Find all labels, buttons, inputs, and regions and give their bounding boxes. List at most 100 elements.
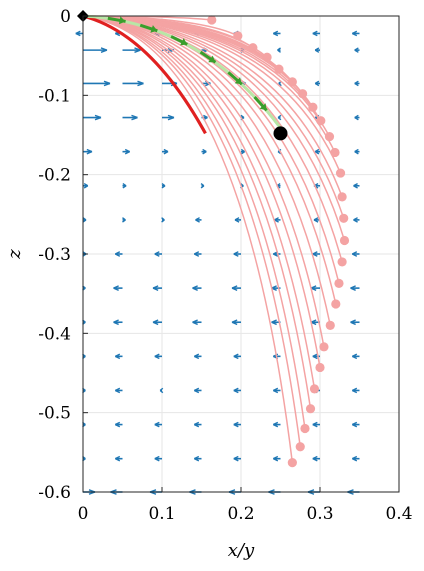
quiver-arrow-head [114,353,121,360]
quiver-arrow-head [114,455,121,462]
quiver-arrow-head [154,421,160,428]
quiver-arrow-head [137,80,144,87]
quiver-arrow-head [312,353,318,360]
quiver-arrow-head [152,319,159,326]
quiver-arrow-head [233,251,239,257]
quiver-arrow-head [314,80,320,87]
y-tick-label: -0.1 [38,86,71,106]
trajectory-endpoint [300,423,310,434]
trajectory-endpoint [315,362,325,373]
quiver-arrow-head [351,421,358,428]
trajectory-endpoint [319,342,329,352]
trajectory-endpoint [337,257,347,267]
quiver-arrow-head [351,387,358,394]
quiver-arrow-head [114,387,121,394]
quiver-arrow-head [312,455,318,462]
quiver-arrow-head [154,455,160,462]
quiver-arrow-head [354,148,359,155]
quiver-arrow-head [154,251,160,257]
y-tick-label: -0.2 [38,166,71,186]
quiver-arrow-head [152,285,159,291]
quiver-arrow-head [277,114,282,121]
quiver-arrow-head [167,114,175,121]
quiver-arrow-head [351,455,358,462]
quiver-arrow-head [351,353,358,360]
quiver-arrow-head [193,353,200,360]
quiver-arrow-head [277,47,281,53]
y-tick-label: 0 [60,7,71,27]
quiver-arrow-head [122,182,127,189]
quiver-arrow-head [272,387,279,394]
x-tick-label: 0.3 [306,504,333,524]
quiver-arrow-head [131,114,138,121]
quiver-arrow-head [159,387,164,394]
y-tick-label: -0.5 [38,404,71,424]
trajectory-endpoint [309,384,320,394]
quiver-arrow-head [233,387,239,394]
quiver-arrow-head [274,217,279,223]
quiver-arrow-head [312,421,318,428]
trajectory-family [82,15,350,468]
quiver-arrow-head [163,148,169,155]
quiver-arrow-head [122,217,126,223]
quiver-arrow-head [351,30,358,37]
quiver-arrow-head [103,80,111,87]
quiver-arrow-head [271,319,277,326]
quiver-arrow-head [75,30,81,37]
quiver-arrow-head [272,30,279,37]
green-direction-arrow-head [234,77,242,85]
trajectory-line [82,15,294,463]
x-axis-label: x/y [228,540,255,561]
quiver-field [75,30,360,495]
trajectory-endpoint [337,192,347,202]
quiver-arrow-head [272,421,279,428]
quiver-arrow-head [192,319,198,326]
trajectory-line [82,15,301,447]
green-direction-arrow-head [180,38,188,46]
green-direction-arrow-head [118,16,126,25]
quiver-arrow-head [354,47,359,53]
quiver-arrow-head [100,47,108,53]
trajectory-endpoint [331,299,341,309]
quiver-arrow-head [114,421,121,428]
trajectory-endpoint [334,278,344,288]
trajectory-line [82,15,316,389]
quiver-arrow-head [233,421,239,428]
y-axis-label: z [4,249,25,260]
trajectory-endpoint [339,213,349,223]
quiver-arrow-head [350,285,356,291]
quiver-arrow-head [114,251,121,257]
axis-ticks: 0 0.1 0.2 0.3 0.4 0 -0.1 -0.2 -0.3 -0.4 -0.5 -0.6 [38,7,412,524]
quiver-arrow-head [231,319,238,326]
quiver-arrow-head [134,47,141,53]
quiver-arrow-head [94,114,102,121]
y-tick-label: -0.6 [38,483,71,503]
quiver-arrow-head [200,183,205,189]
quiver-arrow-head [113,319,119,326]
quiver-arrow-head [195,217,200,223]
quiver-arrow-head [312,30,318,37]
quiver-arrow-head [193,421,200,428]
trajectory-endpoint [325,320,335,330]
quiver-arrow-head [233,353,239,360]
quiver-arrow-head [272,455,279,462]
quiver-arrow-head [353,182,358,189]
quiver-arrow-head [351,251,358,257]
green-direction-arrow-head [208,55,216,63]
trajectory-line [82,15,312,409]
quiver-arrow-head [113,285,119,291]
quiver-arrow-head [233,455,239,462]
y-tick-label: -0.3 [38,245,71,265]
quiver-arrow-head [312,251,318,257]
quiver-arrow-head [161,183,166,189]
x-tick-label: 0.2 [227,504,254,524]
quiver-arrow-head [350,319,356,326]
trajectory-endpoint [335,168,346,178]
highlighted-paths [82,14,286,135]
quiver-arrow-head [314,148,320,155]
quiver-arrow-head [231,285,238,291]
x-tick-label: 0 [78,504,89,524]
quiver-arrow-head [234,217,240,223]
quiver-arrow-head [192,285,198,291]
